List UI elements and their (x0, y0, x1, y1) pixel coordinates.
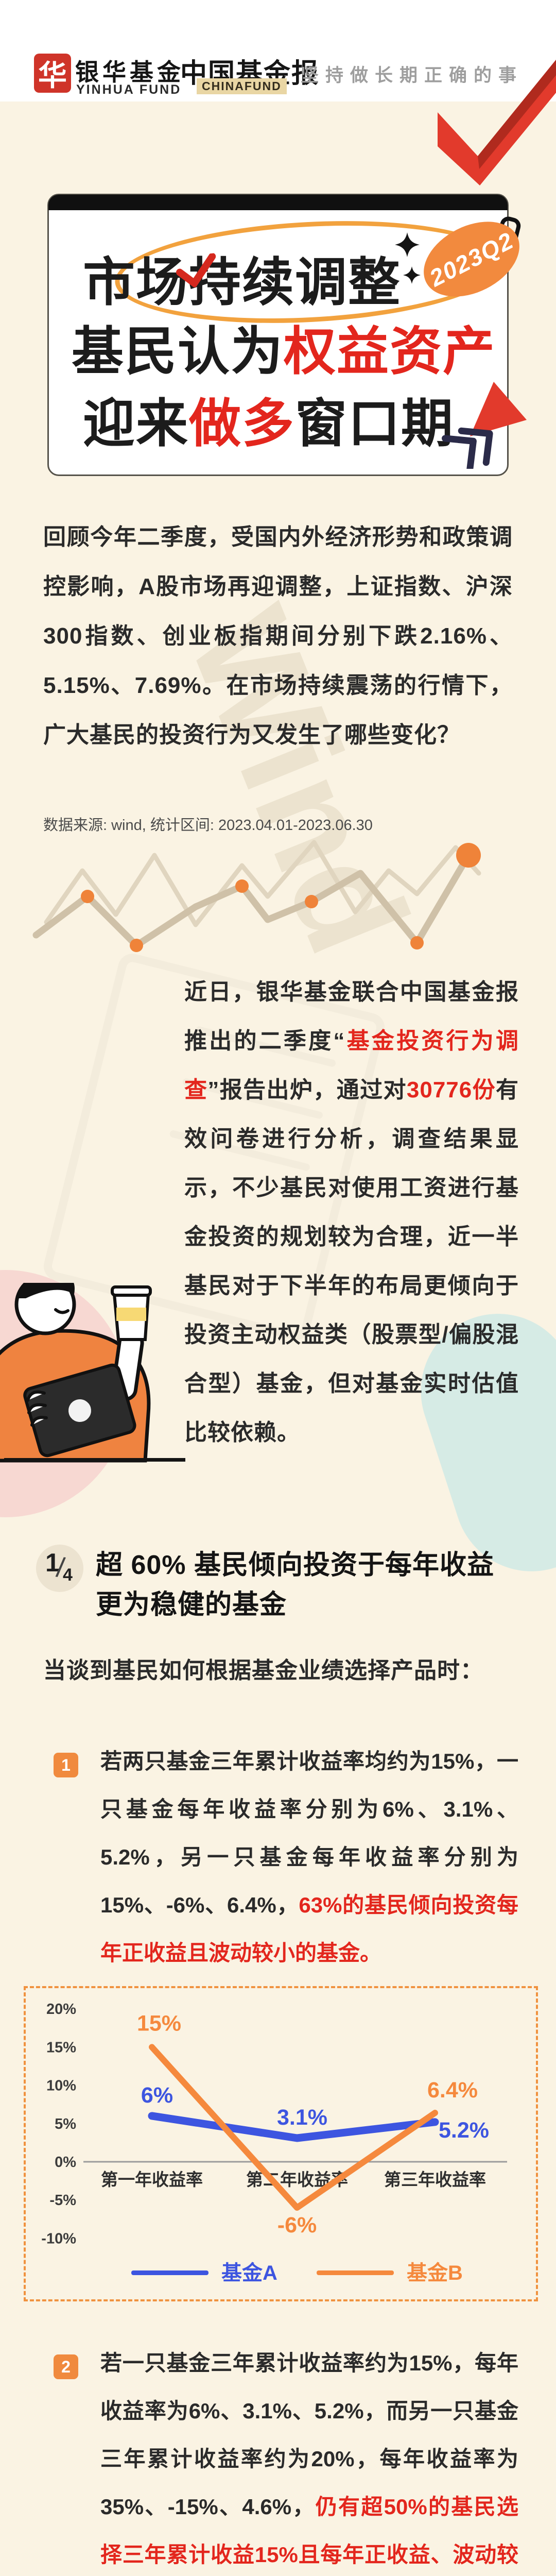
desk-line-decor (4, 1458, 185, 1462)
yinhua-logo-icon: 华 (34, 54, 71, 93)
slogan-text: 坚持做长期正确的事 (300, 65, 523, 86)
y-tick-label: -5% (49, 2192, 76, 2209)
data-source-note: 数据来源: wind, 统计区间: 2023.04.01-2023.06.30 (43, 817, 373, 834)
coffee-cup-icon (111, 1285, 152, 1341)
y-tick-label: -10% (41, 2230, 76, 2247)
x-category-label: 第一年收益率 (101, 2170, 203, 2189)
partner-masthead-en: CHINAFUND (197, 78, 287, 94)
series-line-基金B (149, 2044, 438, 2211)
point-label: 3.1% (277, 2105, 327, 2130)
point-label: 6% (141, 2083, 173, 2108)
header: 华 银华基金 YINHUA FUND 中国基金报 CHINAFUND 坚持做长期… (0, 0, 556, 101)
x-category-label: 第三年收益率 (384, 2170, 486, 2189)
chart1-box: 20% 15% 10% 5% 0% -5% -10% 第一年收益率 第二年收益率 第三年收益率 6%… (24, 1986, 538, 2301)
sparkle-icon (403, 266, 421, 284)
legend-label: 基金A (221, 2261, 277, 2284)
sparkle-icon (395, 232, 420, 257)
y-tick-label: 5% (55, 2116, 76, 2132)
title-line-2: 基民认为权益资产 (72, 323, 496, 381)
point-label: 5.2% (439, 2118, 489, 2143)
brand-name-cn: 银华基金 (75, 59, 184, 86)
section-index-badge: 1 / 4 (36, 1545, 83, 1592)
calendar-bar (48, 195, 508, 210)
intro-paragraph: 回顾今年二季度，受国内外经济形势和政策调控影响，A股市场再迎调整，上证指数、沪深… (43, 524, 513, 748)
y-tick-label: 10% (46, 2078, 76, 2094)
section1-lead: 当谈到基民如何根据基金业绩选择产品时： (43, 1658, 483, 1683)
point-label: 15% (137, 2011, 181, 2036)
section1-title: 超 60% 基民倾向投资于每年收益更为稳健的基金 (96, 1550, 494, 1620)
series-line-基金A (148, 2112, 439, 2142)
y-tick-label: 20% (46, 2001, 76, 2018)
man-with-tablet-illustration (0, 1283, 152, 1463)
title-card: 2023Q2 市场持续调整 基民认为权益资产 迎来做多窗口期 (47, 194, 532, 476)
legend-label: 基金B (407, 2261, 463, 2284)
brand-name-en: YINHUA FUND (76, 82, 182, 97)
point-label: -6% (277, 2213, 317, 2238)
item2-text: 若一只基金三年累计收益率约为15%，每年收益率为6%、3.1%、5.2%，而另一… (100, 2351, 519, 2567)
y-tick-label: 0% (55, 2154, 76, 2171)
survey-intro-paragraph: 近日，银华基金联合中国基金报推出的二季度“基金投资行为调查”报告出炉，通过对30… (184, 979, 519, 1445)
legend-swatch (131, 2270, 208, 2275)
zigzag-trend-decor (32, 840, 481, 952)
checkmark-ribbon-icon (438, 60, 556, 185)
item1-number: 1 (54, 1753, 78, 1777)
chart-fund-comparison-1: 20%15%10%5%0%-5%-10%第一年收益率 第二年收益率 第三年收益率6%… (41, 2001, 507, 2284)
title-line-3: 迎来做多窗口期 (83, 395, 455, 453)
zigzag-points (81, 843, 481, 952)
item2-number: 2 (54, 2354, 78, 2379)
legend-swatch (317, 2270, 394, 2275)
point-label: 6.4% (427, 2078, 478, 2103)
item1-text: 若两只基金三年累计收益率均约为15%，一只基金每年收益率分别为6%、3.1%、5… (100, 1749, 518, 1965)
y-tick-label: 15% (46, 2039, 76, 2056)
red-check-icon (176, 252, 216, 289)
title-line-1: 市场持续调整 (83, 254, 402, 312)
arrow-decor-icon (442, 382, 527, 469)
